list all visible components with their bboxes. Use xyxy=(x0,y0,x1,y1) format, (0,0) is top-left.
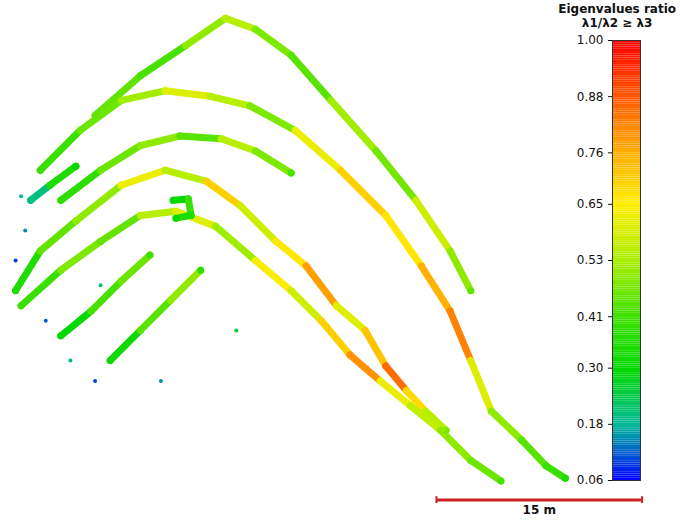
svg-text:0.18: 0.18 xyxy=(577,417,604,431)
svg-text:0.76: 0.76 xyxy=(577,146,604,160)
svg-text:0.41: 0.41 xyxy=(577,310,604,324)
svg-text:1.00: 1.00 xyxy=(577,33,604,47)
svg-text:15 m: 15 m xyxy=(523,503,556,517)
html-text:Eigenvalues ratio: Eigenvalues ratio xyxy=(558,2,676,16)
svg-text:0.88: 0.88 xyxy=(577,90,604,104)
html-text:λ1/λ2 ≥ λ3: λ1/λ2 ≥ λ3 xyxy=(581,16,653,30)
svg-text:0.06: 0.06 xyxy=(577,473,604,487)
svg-text:0.53: 0.53 xyxy=(577,253,604,267)
svg-text:0.30: 0.30 xyxy=(577,361,604,375)
svg-text:0.65: 0.65 xyxy=(577,197,604,211)
